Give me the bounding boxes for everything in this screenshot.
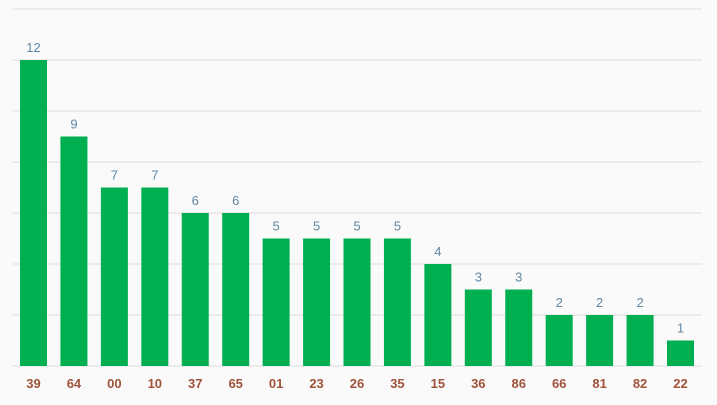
bars <box>20 60 694 366</box>
bar <box>545 315 573 366</box>
bar <box>100 187 128 366</box>
category-label: 15 <box>431 376 445 391</box>
category-label: 23 <box>309 376 323 391</box>
value-label: 3 <box>475 270 482 285</box>
value-label: 5 <box>353 219 360 234</box>
value-label: 2 <box>636 295 643 310</box>
category-label: 26 <box>350 376 364 391</box>
bar <box>181 213 209 366</box>
value-label: 1 <box>677 321 684 336</box>
bar <box>626 315 654 366</box>
bar <box>343 238 371 366</box>
bar <box>424 264 452 366</box>
bar <box>222 213 250 366</box>
category-label: 39 <box>26 376 40 391</box>
category-label: 00 <box>107 376 121 391</box>
category-label: 10 <box>148 376 162 391</box>
bar <box>20 60 47 366</box>
category-label: 64 <box>67 376 82 391</box>
value-label: 6 <box>232 193 239 208</box>
bar <box>141 187 169 366</box>
value-label: 5 <box>394 219 401 234</box>
value-label: 3 <box>515 270 522 285</box>
bar <box>303 238 331 366</box>
category-labels: 39 64 00 10 37 65 01 23 26 35 15 36 86 66 81 82 22 <box>26 376 687 391</box>
category-label: 22 <box>673 376 687 391</box>
value-label: 2 <box>596 295 603 310</box>
category-label: 81 <box>592 376 606 391</box>
category-label: 36 <box>471 376 485 391</box>
value-label: 6 <box>192 193 199 208</box>
value-label: 2 <box>556 295 563 310</box>
value-label: 4 <box>434 244 441 259</box>
bar <box>586 315 614 366</box>
bar <box>60 136 88 366</box>
bar <box>262 238 290 366</box>
value-label: 12 <box>26 40 40 55</box>
bar <box>505 289 533 366</box>
bar <box>667 340 694 366</box>
value-label: 5 <box>313 219 320 234</box>
category-label: 66 <box>552 376 566 391</box>
category-label: 86 <box>512 376 526 391</box>
category-label: 01 <box>269 376 283 391</box>
value-labels: 12 9 7 7 6 6 5 5 5 5 4 3 3 2 2 2 1 <box>26 40 684 336</box>
bar <box>464 289 492 366</box>
value-label: 7 <box>151 168 158 183</box>
bar <box>383 238 411 366</box>
category-label: 35 <box>390 376 404 391</box>
category-label: 37 <box>188 376 202 391</box>
value-label: 5 <box>273 219 280 234</box>
value-label: 9 <box>70 117 77 132</box>
category-label: 82 <box>633 376 647 391</box>
value-label: 7 <box>111 168 118 183</box>
category-label: 65 <box>228 376 242 391</box>
